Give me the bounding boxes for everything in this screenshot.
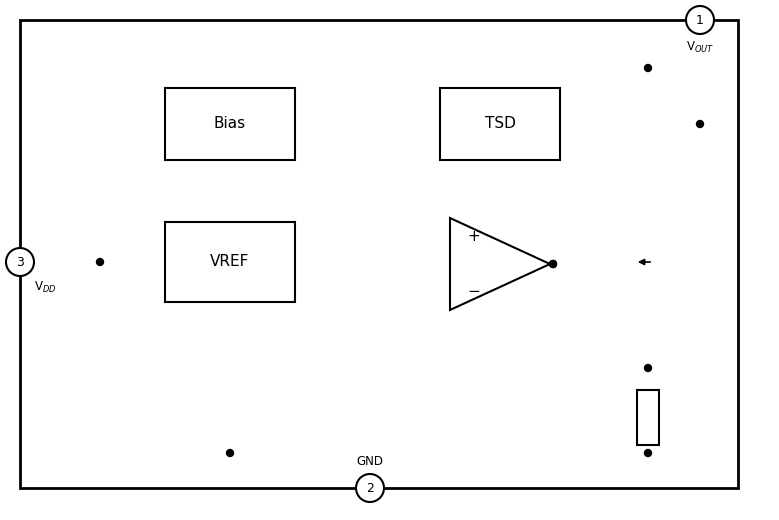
Bar	[165, 88, 295, 160]
Bar	[440, 88, 560, 160]
Circle shape	[644, 64, 651, 71]
Text: V$_{DD}$: V$_{DD}$	[34, 280, 56, 295]
Bar	[165, 222, 295, 302]
Text: Bias: Bias	[214, 116, 246, 132]
Bar	[637, 390, 659, 445]
Text: +: +	[467, 229, 481, 244]
Circle shape	[644, 449, 651, 457]
Circle shape	[549, 261, 556, 267]
Text: TSD: TSD	[485, 116, 516, 132]
Text: 1: 1	[696, 14, 704, 27]
Circle shape	[644, 365, 651, 371]
Circle shape	[549, 261, 556, 267]
Circle shape	[696, 121, 703, 127]
Circle shape	[356, 474, 384, 502]
Circle shape	[227, 449, 234, 457]
Text: V$_{OUT}$: V$_{OUT}$	[686, 40, 714, 55]
Text: 3: 3	[16, 255, 24, 268]
Text: 2: 2	[366, 482, 374, 495]
Circle shape	[97, 258, 104, 266]
Text: VREF: VREF	[210, 254, 250, 269]
Circle shape	[6, 248, 34, 276]
Text: −: −	[467, 284, 481, 299]
Polygon shape	[450, 218, 550, 310]
Circle shape	[686, 6, 714, 34]
Text: GND: GND	[357, 455, 383, 468]
